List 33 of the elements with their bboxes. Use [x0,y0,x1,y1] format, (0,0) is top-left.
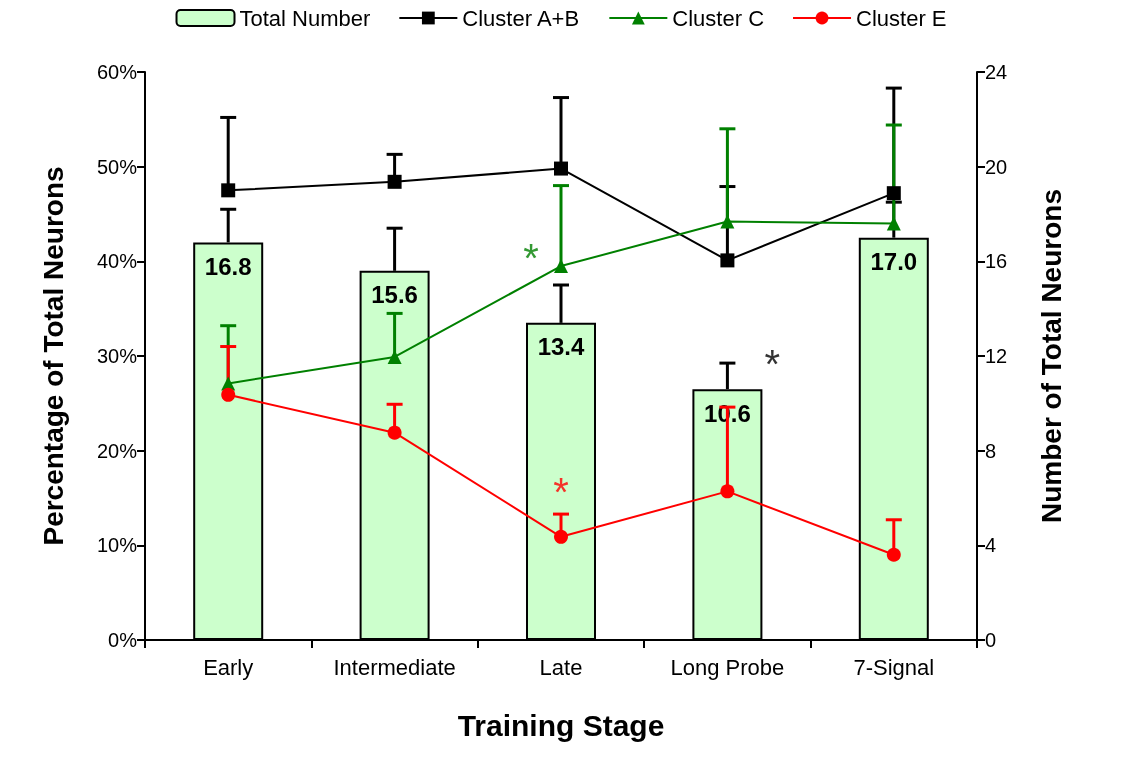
x-axis-title: Training Stage [457,708,665,742]
x-tick-label: Long Probe [670,654,785,680]
y-tick-label: 0% [108,629,138,651]
y2-tick-label: 0 [985,629,997,651]
x-tick-label: Early [203,654,254,680]
y-tick-label: 50% [96,155,138,178]
legend-label: Cluster A+B [462,5,580,31]
data-label: 13.4 [537,333,585,361]
y2-axis-title: Number of Total Neurons [1035,189,1067,523]
y-axis-title: Percentage of Total Neurons [37,166,69,546]
y2-tick-label: 24 [985,61,1008,83]
annotation: * [523,236,539,281]
x-tick-label: 7-Signal [853,654,935,680]
x-tick-label: Intermediate [333,654,456,680]
data-label: 15.6 [371,281,418,309]
y2-tick-label: 4 [985,534,997,557]
y-tick-label: 40% [96,250,138,273]
data-label: 16.8 [204,252,252,280]
y2-tick-label: 8 [985,439,997,462]
annotation: * [764,341,781,386]
y-tick-label: 10% [96,534,138,557]
legend-label: Cluster C [672,5,765,31]
y2-tick-label: 16 [985,250,1008,273]
y-tick-label: 20% [96,439,138,462]
y-tick-label: 30% [96,345,138,367]
y2-tick-label: 12 [985,345,1008,367]
x-tick-label: Late [539,654,583,680]
y-tick-label: 60% [96,61,138,83]
legend-label: Cluster E [856,5,947,31]
y2-tick-label: 20 [985,155,1008,178]
legend-label: Total Number [239,5,371,31]
data-label: 17.0 [870,248,918,276]
annotation: * [553,470,569,515]
